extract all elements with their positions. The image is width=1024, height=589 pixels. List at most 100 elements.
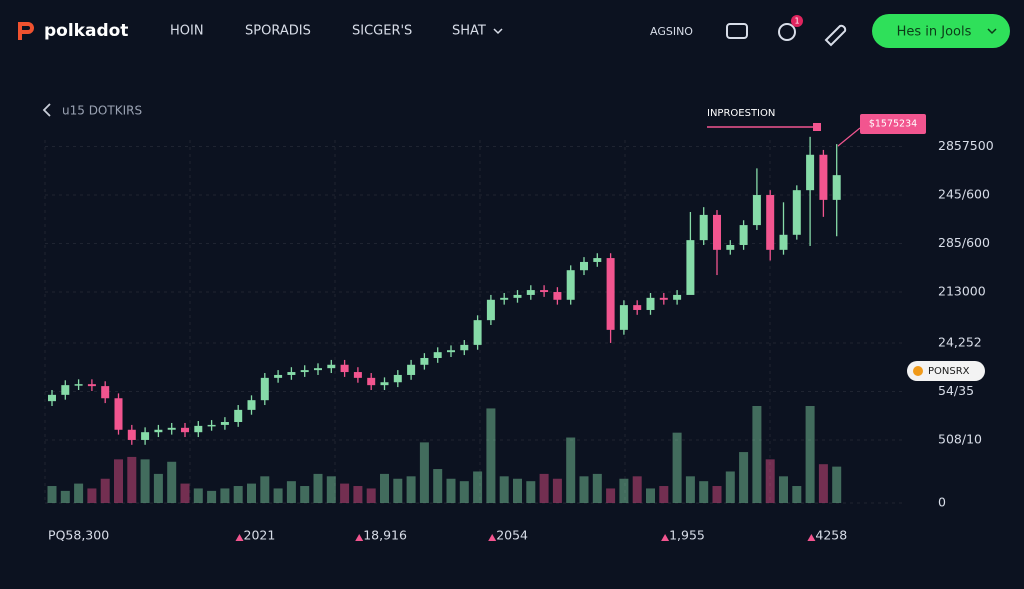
menu-item[interactable]: SHAT <box>452 24 486 39</box>
volume-bar <box>818 464 828 503</box>
candle-body <box>832 175 841 200</box>
candle-body <box>87 384 96 387</box>
volume-bar <box>286 481 296 503</box>
candle-body <box>686 240 695 295</box>
dropdown-arrow <box>493 28 503 35</box>
candle-body <box>407 364 416 375</box>
candle-body <box>327 364 336 369</box>
volume-bar <box>632 476 642 503</box>
nav-link[interactable]: AGSINO <box>650 25 693 38</box>
candle-body <box>167 427 176 430</box>
candle-body <box>314 368 322 371</box>
x-tick-label: PQ58,300 <box>48 528 109 543</box>
candle-body <box>500 297 509 300</box>
candle-body <box>260 377 269 401</box>
y-tick-label: 0 <box>938 495 946 510</box>
candle-body <box>247 400 256 410</box>
candle-body <box>154 429 163 433</box>
bell-icon[interactable] <box>778 23 796 41</box>
candle-body <box>619 305 628 330</box>
volume-bar <box>526 481 536 503</box>
volume-bar <box>87 488 97 503</box>
volume-bar <box>233 486 243 503</box>
volume-bar <box>446 478 456 503</box>
menu-item[interactable]: HOIN <box>170 24 204 39</box>
volume-bar <box>340 483 350 503</box>
candle-body <box>566 270 575 300</box>
connect-button[interactable] <box>872 14 1010 48</box>
tag-connector <box>837 127 861 147</box>
y-tick-label: 508/10 <box>938 431 982 446</box>
candle-body <box>274 374 283 378</box>
candle-body <box>234 409 243 423</box>
tool-icon[interactable] <box>824 24 847 47</box>
volume-bar <box>539 473 549 503</box>
volume-bar <box>313 473 323 503</box>
candle-body <box>287 372 296 375</box>
candle-body <box>593 258 602 262</box>
x-label-icon <box>235 534 244 541</box>
volume-bar <box>353 486 363 503</box>
volume-bar <box>579 476 589 503</box>
candle-body <box>61 385 70 395</box>
volume-bar <box>74 483 84 503</box>
chart-title: u15 DOTKIRS <box>62 104 142 118</box>
volume-bar <box>180 483 190 503</box>
candle-body <box>393 374 402 383</box>
volume-bar <box>779 476 788 503</box>
y-tick-label: 24,252 <box>938 334 982 349</box>
candle-body <box>300 370 309 373</box>
candle-body <box>726 244 735 250</box>
candle-body <box>353 372 362 378</box>
vertical-grid <box>44 140 771 503</box>
candle-body <box>659 297 668 300</box>
x-tick-label: 18,916 <box>363 528 407 543</box>
volume-bar <box>805 406 815 503</box>
volume-bar <box>659 486 669 503</box>
back-icon[interactable] <box>42 103 51 117</box>
volume-bar <box>273 488 283 503</box>
annotation: INPROESTION <box>707 108 775 119</box>
y-tick-label: 285/600 <box>938 235 990 250</box>
candle-body <box>101 386 110 399</box>
volume-bar <box>326 476 336 503</box>
candle-body <box>673 294 682 300</box>
candle-body <box>367 377 376 386</box>
volume-bar <box>725 471 735 503</box>
nav-bar: polkadot HOIN SPORADIS SICGER'S SHAT AGS… <box>18 14 1010 48</box>
volume-bar <box>592 473 602 503</box>
y-tick-label: 54/35 <box>938 383 974 398</box>
x-tick-label: 2054 <box>496 528 528 543</box>
candle-body <box>540 290 549 293</box>
y-tick-label: 213000 <box>938 284 986 299</box>
volume-bar <box>220 488 230 503</box>
price-badge: PONSRX <box>928 366 970 377</box>
volume-bar <box>114 459 123 503</box>
candle-body <box>779 234 788 250</box>
volume-bar <box>140 459 150 503</box>
candle-body <box>792 190 801 235</box>
candle-body <box>433 352 442 358</box>
candle-body <box>473 320 482 345</box>
candle-body <box>553 292 562 300</box>
candle-body <box>48 394 56 402</box>
volume-bar <box>566 437 576 503</box>
candle-body <box>194 425 203 433</box>
volume-bar <box>473 471 483 503</box>
candle-body <box>380 382 389 386</box>
candle-body <box>806 154 815 191</box>
logo[interactable]: polkadot <box>44 21 128 41</box>
volume-bar <box>47 486 57 503</box>
menu-item[interactable]: SPORADIS <box>245 24 311 39</box>
volume-bar <box>685 476 695 503</box>
volume-bar <box>486 408 496 503</box>
price-tag: $1575234 <box>869 119 917 130</box>
candle-body <box>460 344 469 351</box>
menu-item[interactable]: SICGER'S <box>352 24 412 39</box>
volume-bar <box>193 488 203 503</box>
volume-bar <box>433 469 443 503</box>
candle-body <box>207 424 216 427</box>
wallet-icon[interactable] <box>726 23 748 39</box>
x-label-icon <box>661 534 670 541</box>
